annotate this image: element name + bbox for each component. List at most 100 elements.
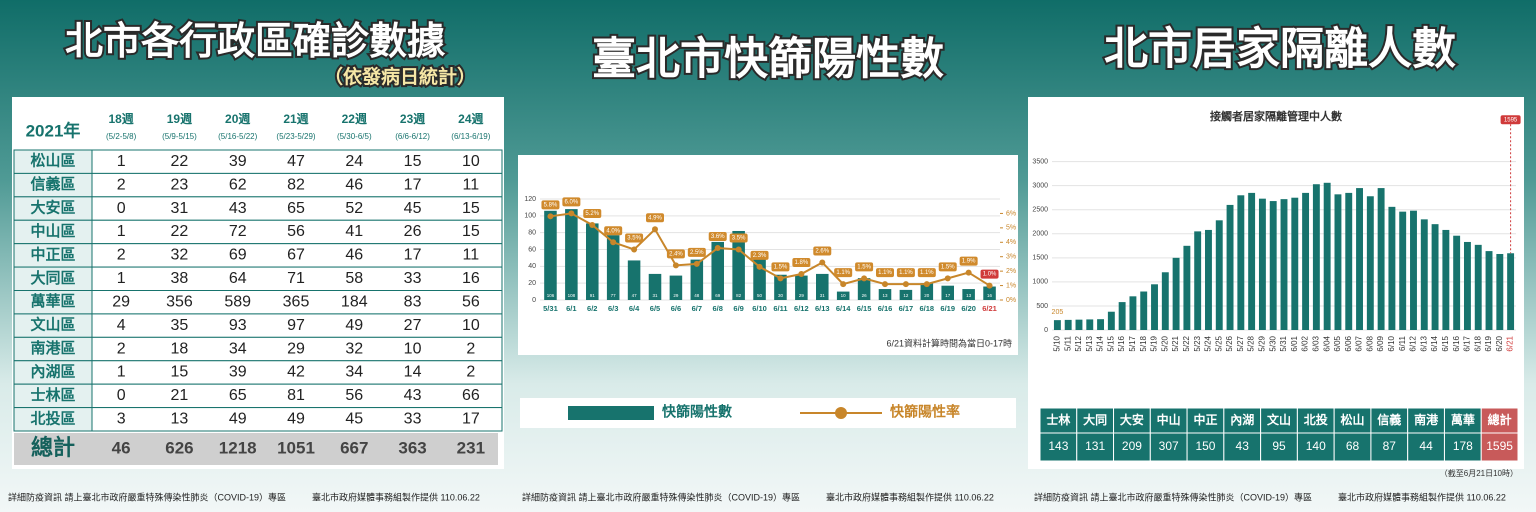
- table-value: 589: [224, 293, 251, 310]
- bar-label: 13: [882, 293, 888, 298]
- rate-label: 1.0%: [983, 272, 997, 278]
- bar: [544, 210, 557, 300]
- y-tick-label: 2500: [1032, 207, 1048, 214]
- rate-label: 2.3%: [753, 253, 767, 259]
- table-value: 65: [229, 387, 247, 404]
- column-range: (6/6-6/12): [395, 132, 430, 141]
- table-value: 17: [404, 247, 422, 264]
- bar-label: 13: [966, 293, 972, 298]
- district-label: 內湖: [1230, 412, 1254, 427]
- legend-label: 快篩陽性數: [662, 404, 732, 420]
- table-value: 24: [345, 153, 363, 170]
- table-value: 17: [404, 176, 422, 193]
- rate-label-box: [666, 249, 685, 259]
- table-value: 22: [171, 223, 189, 240]
- column-week: 23週: [400, 111, 425, 126]
- bar: [1258, 198, 1266, 330]
- bar: [941, 285, 954, 300]
- column-range: (5/16-5/22): [218, 132, 257, 141]
- y-tick-label: 3500: [1032, 158, 1048, 165]
- x-tick-label: 5/21: [1171, 335, 1180, 351]
- rate-point: [547, 213, 554, 220]
- total-label: 總計: [31, 435, 75, 460]
- table-header-cell: [1149, 407, 1188, 434]
- y-tick-label: 0: [532, 297, 536, 304]
- total-value: 363: [398, 438, 426, 457]
- table-value-cell: [1333, 432, 1372, 462]
- x-tick-label: 6/06: [1344, 335, 1353, 351]
- rate-point: [965, 269, 972, 276]
- x-tick-label: 6/21: [982, 304, 997, 313]
- table-value: 83: [404, 293, 422, 310]
- table-value: 15: [404, 153, 422, 170]
- rate-label-box: [876, 268, 894, 278]
- column-range: (5/30-6/5): [337, 132, 372, 141]
- x-tick-label: 5/30: [1268, 335, 1277, 351]
- table-value-cell: [1039, 432, 1078, 462]
- district-label: 中正區: [30, 245, 75, 263]
- table-value: 1: [117, 153, 126, 170]
- table-value: 46: [345, 247, 363, 264]
- rate-label: 1.1%: [836, 270, 850, 276]
- bar-label: 48: [694, 293, 700, 298]
- subtitle: （依發病日統計）: [324, 65, 476, 88]
- y2-tick-label: 4%: [1006, 239, 1016, 246]
- rate-point: [819, 259, 826, 266]
- district-label: 萬華區: [30, 292, 75, 310]
- table-header-cell: [1186, 407, 1225, 434]
- rate-point: [589, 221, 596, 228]
- table-header-cell: [1113, 407, 1151, 434]
- total-value: 1051: [277, 438, 315, 457]
- bar-label: 31: [820, 293, 826, 298]
- table-value-cell: [1186, 432, 1225, 462]
- district-count: 140: [1306, 439, 1326, 453]
- table-value: 29: [112, 293, 130, 310]
- x-tick-label: 6/15: [857, 304, 872, 313]
- title: 臺北市快篩陽性數: [592, 35, 944, 84]
- column-week: 19週: [167, 111, 192, 126]
- district-count: 44: [1419, 439, 1433, 453]
- district-label: 中山: [1157, 412, 1181, 427]
- table-value: 15: [171, 364, 189, 381]
- bar-label: 108: [568, 293, 576, 298]
- chart-note: 6/21資料計算時間為當日0-17時: [886, 337, 1012, 348]
- table-value: 32: [171, 247, 189, 264]
- x-tick-label: 6/2: [587, 304, 597, 313]
- x-tick-label: 5/27: [1236, 335, 1245, 351]
- rate-point: [882, 281, 888, 288]
- table-value: 2: [117, 247, 126, 264]
- x-tick-label: 6/08: [1365, 335, 1374, 351]
- x-tick-label: 5/13: [1085, 335, 1094, 351]
- table-value: 16: [462, 270, 480, 287]
- table-value: 10: [404, 340, 422, 357]
- bar: [1345, 192, 1353, 330]
- table-value: 43: [229, 200, 247, 217]
- district-count: 1595: [1486, 439, 1513, 453]
- x-tick-label: 6/11: [773, 304, 787, 313]
- table-value: 39: [229, 364, 247, 381]
- district-count: 143: [1048, 439, 1068, 453]
- table-value: 1: [117, 364, 126, 381]
- table-value: 64: [229, 270, 247, 287]
- rate-label-box: [896, 268, 915, 278]
- bar: [1485, 251, 1493, 330]
- bar: [1334, 194, 1342, 330]
- y-tick-label: 40: [528, 263, 536, 270]
- y2-tick-label: 5%: [1006, 225, 1016, 232]
- bar: [1075, 319, 1083, 330]
- bar: [1507, 253, 1515, 330]
- x-tick-label: 6/15: [1441, 335, 1450, 351]
- table-value: 0: [117, 387, 126, 404]
- total-value: 231: [457, 438, 485, 457]
- y-tick-label: 2000: [1032, 231, 1048, 238]
- x-tick-label: 5/26: [1225, 335, 1234, 351]
- table-note: （截至6月21日10時）: [1440, 468, 1518, 478]
- table-value: 35: [171, 317, 189, 334]
- rate-point: [756, 263, 763, 270]
- table-value: 3: [117, 411, 126, 428]
- table-header-cell: [1407, 407, 1445, 434]
- rate-label: 4.9%: [648, 215, 662, 221]
- x-tick-label: 6/16: [878, 304, 893, 313]
